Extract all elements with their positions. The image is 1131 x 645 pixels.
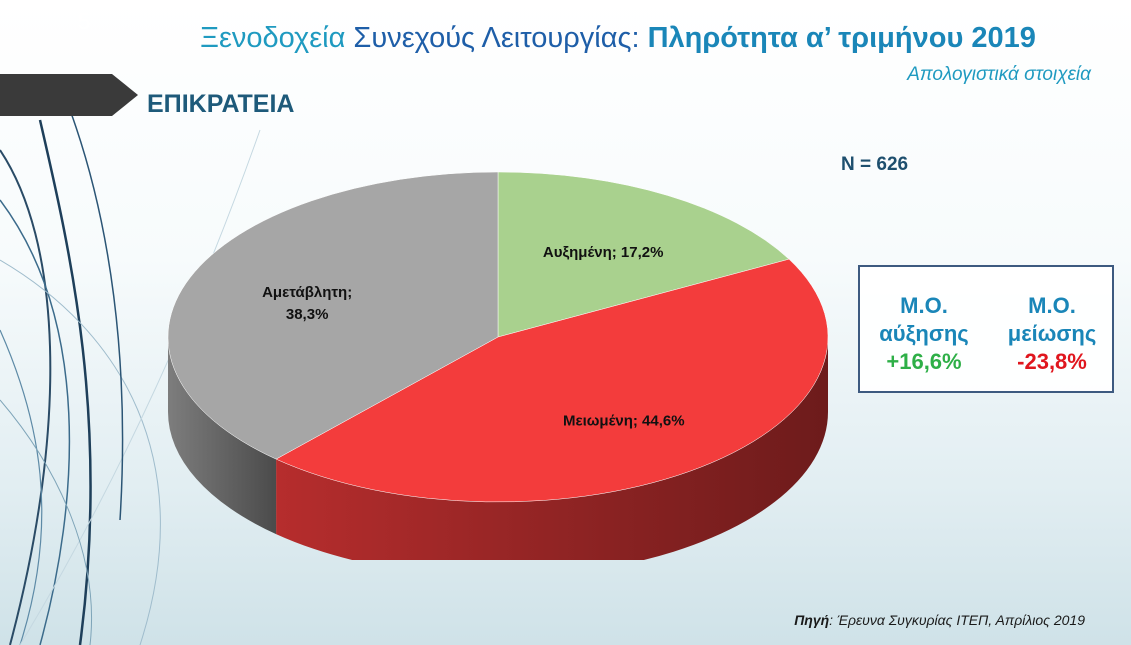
averages-box: Μ.Ο. αύξησης +16,6% Μ.Ο. μείωσης -23,8%: [858, 265, 1114, 393]
pie-chart: Αυξημένη; 17,2% Μειωμένη; 44,6% Αμετάβλητη…: [167, 171, 829, 560]
average-decrease-value: -23,8%: [1017, 349, 1087, 374]
page-title: Ξενοδοχεία Συνεχούς Λειτουργίας: Πληρότη…: [138, 22, 1098, 55]
title-part-hotels: Ξενοδοχεία: [200, 22, 354, 54]
title-part-continuous: Συνεχούς Λειτουργίας:: [353, 22, 648, 54]
pie-label-Αυξημένη: Αυξημένη; 17,2%: [543, 244, 664, 261]
pie-side-Αμετάβλητη: [168, 337, 277, 535]
region-heading: ΕΠΙΚΡΑΤΕΙΑ: [147, 90, 295, 118]
pie-slice-Αυξημένη: [497, 171, 790, 338]
slide-number: 5: [78, 9, 91, 34]
source-text: : Έρευνα Συγκυρίας ΙΤΕΠ, Απρίλιος 2019: [829, 612, 1085, 628]
page-subtitle: Απολογιστικά στοιχεία: [907, 64, 1091, 85]
pie-label-Μειωμένη: Μειωμένη; 44,6%: [563, 413, 685, 430]
pie-label-Αμετάβλητη: Αμετάβλητη; 38,3%: [262, 284, 352, 323]
source-note: Πηγή: Έρευνα Συγκυρίας ΙΤΕΠ, Απρίλιος 20…: [794, 612, 1085, 628]
pie-slice-Αμετάβλητη: [167, 171, 499, 460]
average-decrease-header: Μ.Ο. μείωσης: [1007, 293, 1097, 346]
average-increase-value: +16,6%: [886, 349, 962, 374]
average-decrease-column: Μ.Ο. μείωσης -23,8%: [988, 292, 1116, 376]
source-label: Πηγή: [794, 612, 830, 628]
pie-slice-Μειωμένη: [275, 258, 829, 503]
average-increase-column: Μ.Ο. αύξησης +16,6%: [860, 292, 988, 376]
average-increase-header: Μ.Ο. αύξησης: [879, 293, 969, 346]
slide-number-badge: [0, 74, 138, 116]
sample-size-label: N = 626: [841, 154, 909, 175]
pie-side-Μειωμένη: [276, 337, 828, 560]
title-part-occupancy: Πληρότητα α’ τριμήνου 2019: [647, 22, 1036, 54]
